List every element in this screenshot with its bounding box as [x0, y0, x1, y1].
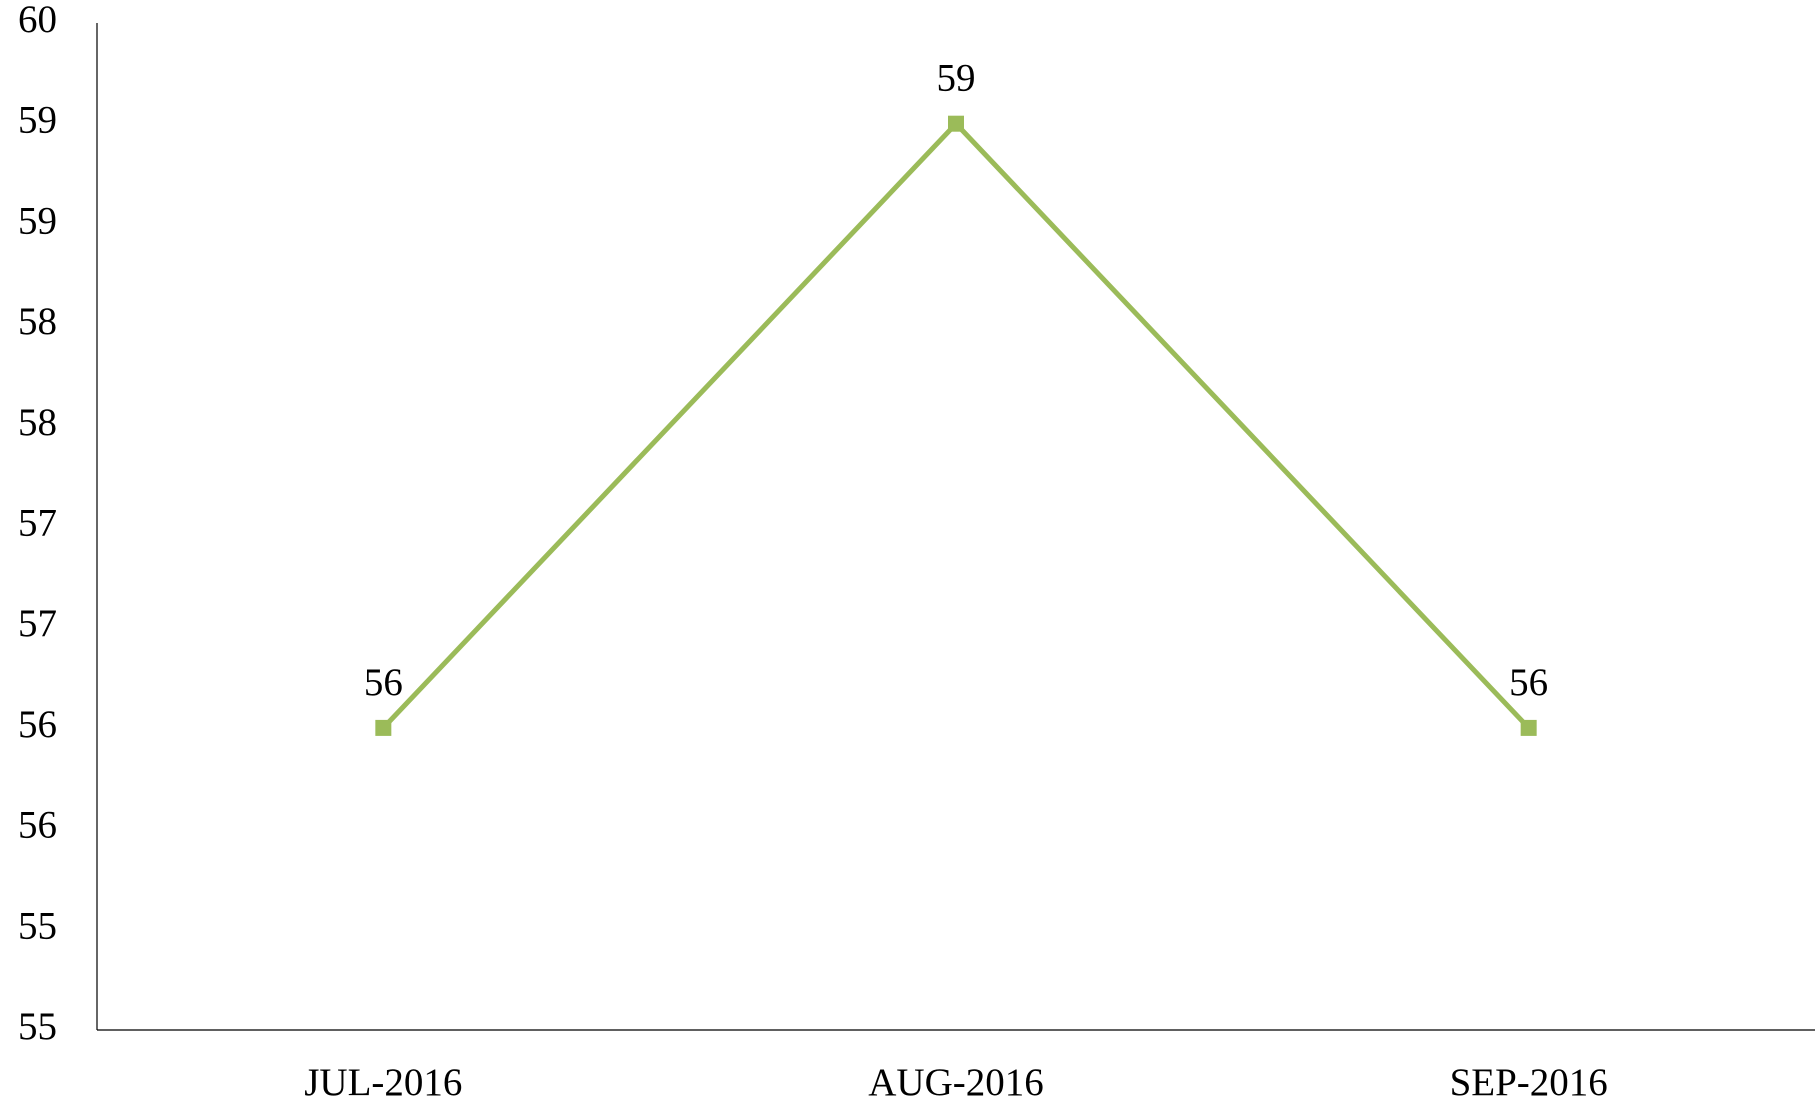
data-label: 56 [1509, 661, 1548, 704]
y-tick-label: 56 [18, 804, 57, 847]
y-tick-label: 58 [18, 401, 57, 444]
marker [1520, 719, 1537, 736]
y-tick-label: 55 [18, 1005, 57, 1048]
y-tick-label: 59 [18, 99, 57, 142]
y-tick-label: 57 [18, 602, 57, 645]
y-tick-label: 59 [18, 199, 57, 242]
marker [375, 719, 392, 736]
x-tick-label: JUL-2016 [304, 1061, 462, 1104]
line [381, 120, 1531, 730]
y-tick-label: 60 [18, 0, 57, 41]
data-label: 59 [937, 57, 976, 100]
x-tick-label: AUG-2016 [868, 1061, 1043, 1104]
y-tick-label: 57 [18, 501, 57, 544]
marker [948, 115, 964, 132]
data-label: 56 [364, 661, 403, 704]
y-tick-label: 56 [18, 703, 57, 746]
x-tick-label: SEP-2016 [1450, 1061, 1608, 1104]
y-tick-label: 58 [18, 300, 57, 343]
y-tick-label: 55 [18, 904, 57, 947]
